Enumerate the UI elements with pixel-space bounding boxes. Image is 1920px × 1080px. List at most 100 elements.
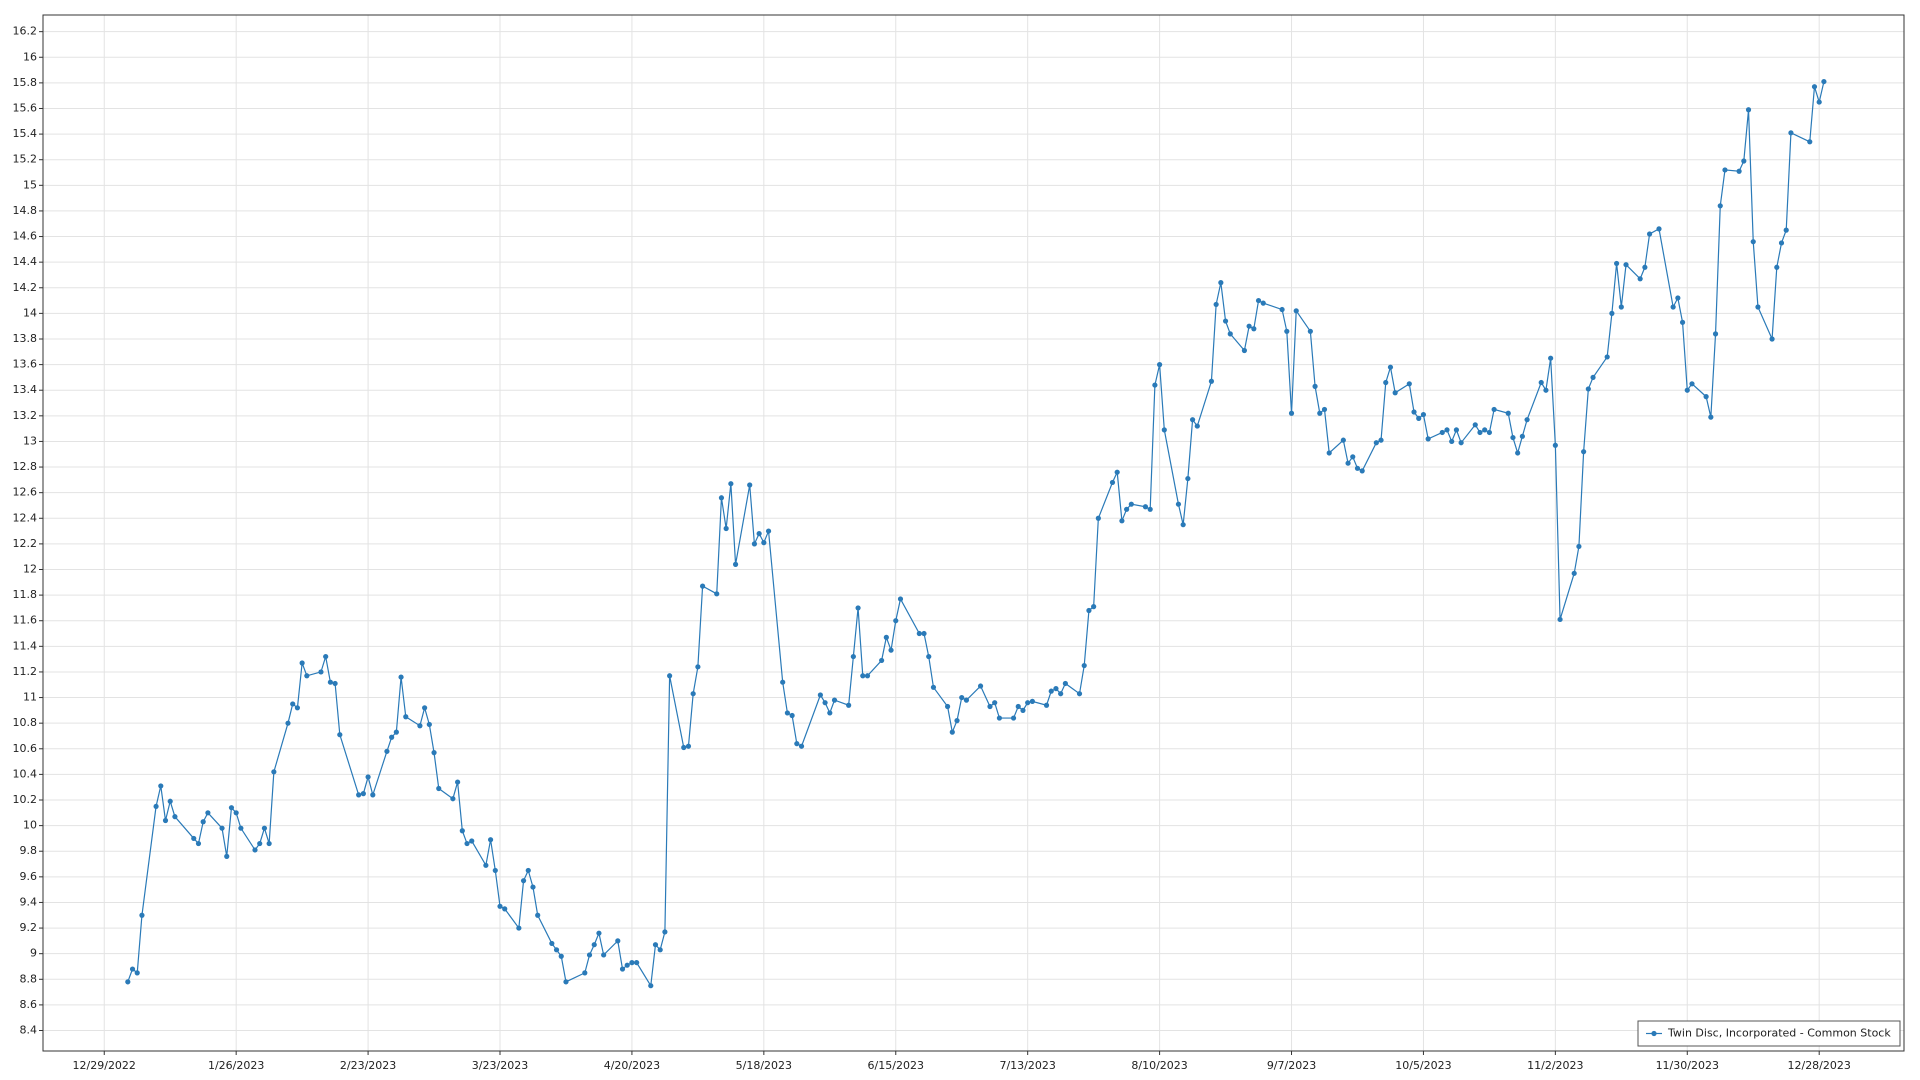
data-point [1255, 297, 1262, 304]
data-point [1359, 468, 1365, 474]
data-point [780, 679, 786, 685]
data-point [1147, 506, 1153, 512]
data-point [327, 679, 333, 685]
data-point [591, 942, 597, 948]
data-point [497, 903, 503, 909]
data-point [1383, 379, 1389, 386]
data-point [1614, 260, 1620, 267]
data-point [558, 953, 564, 959]
data-point [1670, 304, 1676, 310]
data-point [266, 840, 272, 847]
y-tick-label: 9.4 [20, 895, 38, 908]
data-point [1769, 336, 1775, 342]
data-point [1807, 139, 1813, 145]
data-point [1246, 323, 1252, 329]
data-point [271, 769, 277, 775]
data-point [963, 697, 970, 703]
x-tick-label: 9/7/2023 [1267, 1059, 1316, 1072]
data-point [422, 705, 428, 711]
data-point [172, 814, 178, 820]
y-tick-label: 12.6 [13, 486, 38, 499]
data-point [1491, 406, 1497, 413]
data-point [1213, 301, 1219, 308]
data-point [959, 694, 965, 701]
y-tick-label: 12.8 [13, 460, 38, 473]
data-point [1161, 427, 1167, 433]
data-point [695, 664, 701, 670]
data-point [195, 840, 202, 847]
y-tick-label: 15.6 [13, 101, 38, 114]
data-point [860, 673, 866, 679]
data-point [794, 741, 800, 747]
data-point [747, 482, 753, 488]
data-point [431, 750, 437, 756]
data-point [1712, 331, 1719, 337]
data-point [487, 837, 494, 843]
data-point [1604, 354, 1610, 360]
y-tick-label: 8.8 [20, 972, 38, 985]
data-point [1679, 319, 1686, 325]
data-point [1783, 227, 1789, 233]
y-tick-label: 8.4 [20, 1024, 38, 1037]
data-point [1288, 410, 1295, 416]
data-point [1048, 688, 1054, 694]
x-tick-label: 7/13/2023 [999, 1059, 1055, 1072]
y-tick-label: 10.8 [13, 716, 38, 729]
y-tick-label: 13.4 [13, 383, 38, 396]
y-tick-label: 15.8 [13, 76, 38, 89]
data-point [1157, 362, 1163, 368]
x-tick-label: 8/10/2023 [1131, 1059, 1187, 1072]
data-point [831, 697, 838, 703]
data-point [360, 791, 366, 797]
data-point [1312, 383, 1318, 389]
data-point [1227, 331, 1233, 337]
y-tick-label: 9.8 [20, 844, 38, 857]
data-point [1689, 381, 1695, 387]
data-point [403, 714, 409, 720]
data-point [1581, 449, 1587, 455]
data-point [1208, 378, 1215, 384]
y-tick-label: 14.2 [13, 281, 38, 294]
data-point [257, 840, 263, 847]
legend-label: Twin Disc, Incorporated - Common Stock [1667, 1027, 1891, 1040]
data-point [1114, 469, 1120, 475]
data-point [1524, 417, 1530, 423]
data-point [1736, 168, 1742, 174]
data-point [685, 743, 692, 749]
data-point [1444, 427, 1450, 433]
data-point [1076, 691, 1083, 697]
data-point [238, 825, 244, 831]
data-point [1222, 318, 1229, 324]
data-point [1406, 381, 1412, 387]
data-point [1411, 409, 1417, 415]
data-point [926, 653, 932, 660]
data-point [1020, 707, 1026, 713]
data-point [1609, 310, 1615, 316]
data-point [1128, 501, 1134, 507]
data-point [846, 702, 852, 708]
x-tick-label: 5/18/2023 [736, 1059, 792, 1072]
data-point [822, 700, 828, 706]
x-tick-label: 2/23/2023 [340, 1059, 396, 1072]
data-point [290, 701, 296, 707]
y-tick-label: 12 [23, 562, 37, 575]
data-point [1284, 328, 1290, 334]
data-point [1185, 475, 1191, 482]
data-point [459, 828, 465, 834]
data-point [233, 810, 239, 816]
data-point [1029, 698, 1035, 704]
data-point [1708, 414, 1714, 420]
data-point [525, 867, 531, 874]
data-point [1345, 460, 1351, 466]
data-point [1510, 434, 1516, 441]
y-tick-label: 12.2 [13, 537, 38, 550]
data-point [1326, 450, 1332, 456]
data-point [648, 983, 654, 989]
data-point [864, 673, 871, 679]
data-point [798, 743, 805, 749]
data-point [252, 847, 258, 853]
data-point [1538, 379, 1544, 386]
data-point [681, 744, 687, 751]
data-point [1373, 440, 1379, 446]
data-point [1307, 328, 1313, 334]
